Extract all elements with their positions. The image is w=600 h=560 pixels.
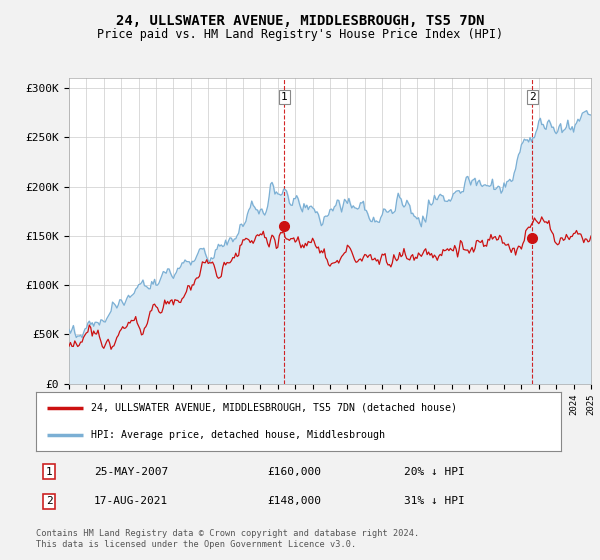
Text: Price paid vs. HM Land Registry's House Price Index (HPI): Price paid vs. HM Land Registry's House … [97,28,503,41]
Text: 24, ULLSWATER AVENUE, MIDDLESBROUGH, TS5 7DN (detached house): 24, ULLSWATER AVENUE, MIDDLESBROUGH, TS5… [91,403,457,413]
Text: Contains HM Land Registry data © Crown copyright and database right 2024.
This d: Contains HM Land Registry data © Crown c… [36,529,419,549]
Text: 2: 2 [46,496,53,506]
Text: HPI: Average price, detached house, Middlesbrough: HPI: Average price, detached house, Midd… [91,430,385,440]
Text: 17-AUG-2021: 17-AUG-2021 [94,496,168,506]
Text: 2: 2 [529,92,536,102]
Text: 1: 1 [46,467,53,477]
Text: £160,000: £160,000 [267,467,321,477]
Text: £148,000: £148,000 [267,496,321,506]
Text: 1: 1 [281,92,287,102]
Text: 24, ULLSWATER AVENUE, MIDDLESBROUGH, TS5 7DN: 24, ULLSWATER AVENUE, MIDDLESBROUGH, TS5… [116,14,484,28]
Text: 20% ↓ HPI: 20% ↓ HPI [404,467,464,477]
Text: 31% ↓ HPI: 31% ↓ HPI [404,496,464,506]
Text: 25-MAY-2007: 25-MAY-2007 [94,467,168,477]
